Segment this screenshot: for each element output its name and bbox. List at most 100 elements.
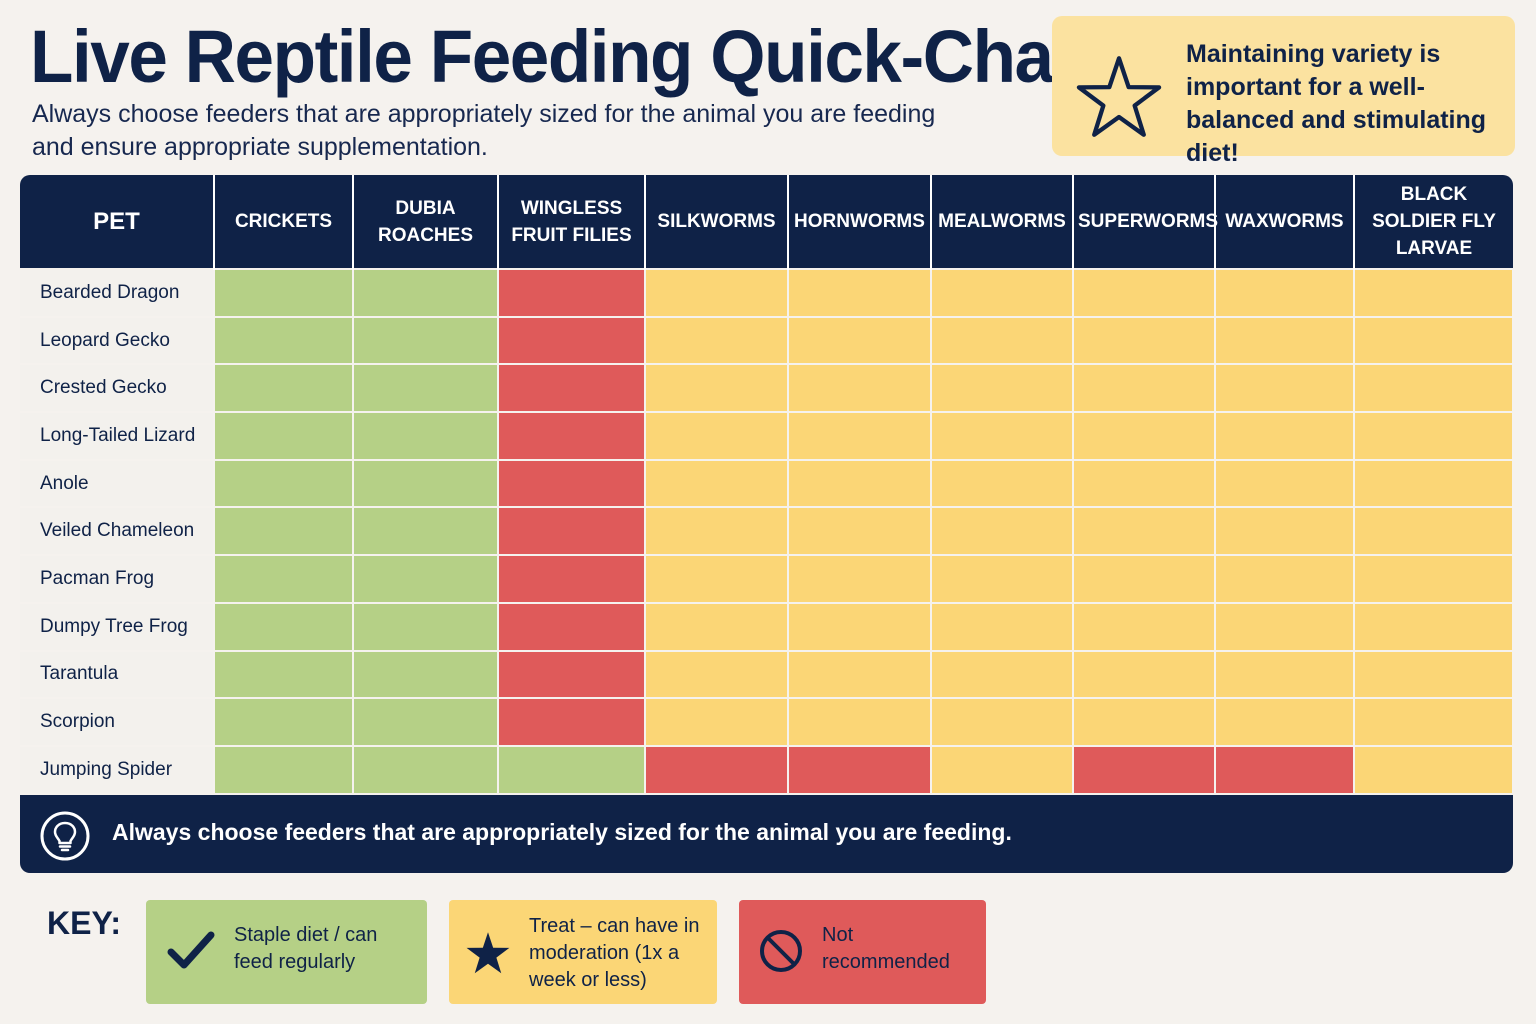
feeding-cell-treat bbox=[1353, 601, 1513, 652]
feeding-cell-treat bbox=[787, 363, 932, 414]
header-feeder: SILKWORMS bbox=[644, 175, 788, 269]
table-row: Dumpy Tree Frog bbox=[20, 601, 1513, 652]
feeding-cell-staple bbox=[352, 601, 499, 652]
feeding-cell-treat bbox=[1072, 649, 1216, 700]
feeding-cell-no bbox=[497, 411, 646, 461]
feeding-cell-staple bbox=[352, 458, 499, 509]
feeding-cell-staple bbox=[352, 315, 499, 366]
variety-tip-text: Maintaining variety is important for a w… bbox=[1186, 40, 1487, 167]
key-staple: Staple diet / can feed regularly bbox=[146, 900, 427, 1004]
header-feeder: HORNWORMS bbox=[787, 175, 931, 269]
feeding-cell-treat bbox=[787, 649, 932, 700]
feeding-cell-staple bbox=[497, 744, 646, 795]
feeding-cell-treat bbox=[1353, 458, 1513, 509]
table-row: Tarantula bbox=[20, 649, 1513, 700]
pet-name: Anole bbox=[20, 458, 215, 509]
feeding-cell-treat bbox=[787, 458, 932, 509]
table-row: Pacman Frog bbox=[20, 554, 1513, 604]
feeding-cell-treat bbox=[1072, 506, 1216, 557]
feeding-cell-treat bbox=[1214, 697, 1355, 747]
feeding-cell-no bbox=[497, 554, 646, 604]
table-body: Bearded Dragon Leopard Gecko Crested Gecko… bbox=[20, 268, 1513, 795]
feeding-cell-no bbox=[497, 697, 646, 747]
feeding-cell-treat bbox=[1072, 601, 1216, 652]
feeding-cell-treat bbox=[1353, 744, 1513, 795]
feeding-cell-staple bbox=[213, 649, 354, 700]
feeding-cell-treat bbox=[1214, 601, 1355, 652]
table-row: Jumping Spider bbox=[20, 744, 1513, 795]
header-feeder: SUPERWORMS bbox=[1072, 175, 1218, 269]
feeding-cell-treat bbox=[1353, 649, 1513, 700]
feeding-cell-staple bbox=[213, 554, 354, 604]
feeding-cell-treat bbox=[1214, 411, 1355, 461]
feeding-cell-staple bbox=[352, 649, 499, 700]
prohibited-icon bbox=[760, 930, 802, 972]
feeding-cell-treat bbox=[644, 363, 789, 414]
page-title: Live Reptile Feeding Quick-Chart bbox=[30, 15, 1102, 98]
feeding-cell-treat bbox=[1072, 554, 1216, 604]
feeding-chart: PET CRICKETS DUBIA ROACHES WINGLESS FRUIT F… bbox=[20, 175, 1513, 873]
feeding-cell-staple bbox=[213, 268, 354, 318]
feeding-cell-treat bbox=[644, 315, 789, 366]
feeding-cell-no bbox=[497, 268, 646, 318]
feeding-cell-staple bbox=[213, 697, 354, 747]
key-not-recommended-text: Not recommended bbox=[822, 924, 950, 973]
feeding-cell-staple bbox=[213, 458, 354, 509]
feeding-cell-treat bbox=[644, 268, 789, 318]
feeding-cell-treat bbox=[787, 268, 932, 318]
feeding-cell-staple bbox=[213, 315, 354, 366]
feeding-cell-treat bbox=[1072, 458, 1216, 509]
feeding-cell-no bbox=[497, 506, 646, 557]
footer-note-text: Always choose feeders that are appropria… bbox=[112, 819, 1012, 845]
feeding-cell-no bbox=[497, 363, 646, 414]
feeding-cell-treat bbox=[1353, 363, 1513, 414]
feeding-cell-treat bbox=[930, 315, 1074, 366]
feeding-table: PET CRICKETS DUBIA ROACHES WINGLESS FRUIT F… bbox=[20, 175, 1513, 795]
feeding-cell-staple bbox=[352, 268, 499, 318]
feeding-cell-staple bbox=[352, 554, 499, 604]
feeding-cell-treat bbox=[1353, 554, 1513, 604]
feeding-cell-treat bbox=[644, 601, 789, 652]
feeding-cell-treat bbox=[1214, 315, 1355, 366]
page-subtitle: Always choose feeders that are appropria… bbox=[32, 100, 936, 161]
feeding-cell-treat bbox=[1072, 315, 1216, 366]
star-outline-icon bbox=[1076, 56, 1162, 137]
feeding-cell-staple bbox=[213, 506, 354, 557]
feeding-cell-staple bbox=[213, 411, 354, 461]
feeding-cell-treat bbox=[644, 458, 789, 509]
feeding-cell-treat bbox=[1072, 363, 1216, 414]
header-feeder: BLACK SOLDIER FLY LARVAE bbox=[1353, 175, 1513, 269]
feeding-cell-treat bbox=[1353, 268, 1513, 318]
feeding-cell-treat bbox=[644, 554, 789, 604]
checkmark-icon bbox=[167, 931, 215, 969]
feeding-cell-treat bbox=[930, 268, 1074, 318]
header-feeder: WAXWORMS bbox=[1214, 175, 1354, 269]
key-treat: Treat – can have in moderation (1x a wee… bbox=[449, 900, 717, 1004]
feeding-cell-staple bbox=[352, 697, 499, 747]
feeding-cell-treat bbox=[644, 411, 789, 461]
pet-name: Scorpion bbox=[20, 697, 215, 747]
pet-name: Jumping Spider bbox=[20, 744, 215, 795]
feeding-cell-treat bbox=[644, 697, 789, 747]
header-pet: PET bbox=[93, 208, 140, 235]
pet-name: Long-Tailed Lizard bbox=[20, 411, 215, 461]
feeding-cell-treat bbox=[787, 554, 932, 604]
feeding-cell-treat bbox=[644, 506, 789, 557]
feeding-cell-no bbox=[1214, 744, 1355, 795]
feeding-cell-treat bbox=[1353, 697, 1513, 747]
feeding-cell-staple bbox=[352, 363, 499, 414]
feeding-cell-treat bbox=[930, 363, 1074, 414]
key-staple-text: Staple diet / can feed regularly bbox=[234, 924, 378, 973]
feeding-cell-treat bbox=[787, 601, 932, 652]
pet-name: Tarantula bbox=[20, 649, 215, 700]
pet-name: Crested Gecko bbox=[20, 363, 215, 414]
table-row: Scorpion bbox=[20, 697, 1513, 747]
feeding-cell-treat bbox=[787, 697, 932, 747]
table-header-row: PET CRICKETS DUBIA ROACHES WINGLESS FRUIT F… bbox=[20, 175, 1513, 269]
feeding-cell-treat bbox=[1353, 506, 1513, 557]
feeding-cell-staple bbox=[213, 363, 354, 414]
feeding-cell-staple bbox=[213, 744, 354, 795]
pet-name: Dumpy Tree Frog bbox=[20, 601, 215, 652]
pet-name: Bearded Dragon bbox=[20, 268, 215, 318]
header-feeder: MEALWORMS bbox=[930, 175, 1073, 269]
